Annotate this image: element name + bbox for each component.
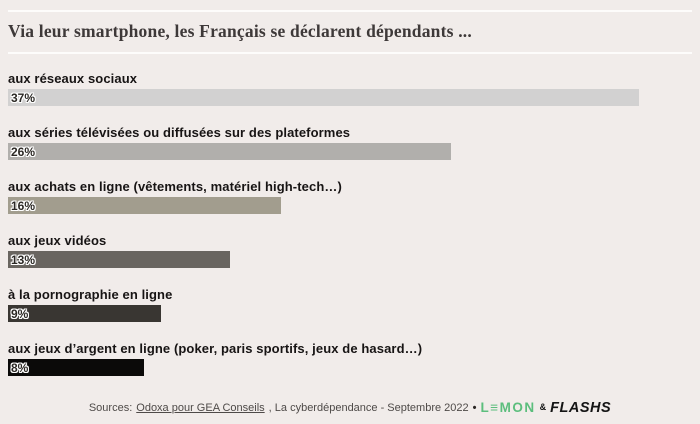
title-divider bbox=[8, 52, 692, 54]
bar-value-label: 9% bbox=[11, 306, 29, 321]
sources-prefix: Sources: bbox=[88, 401, 133, 414]
bar-value-label: 26% bbox=[11, 144, 36, 159]
bar-value-label: 16% bbox=[11, 198, 36, 213]
bar-row: à la pornographie en ligne 9% bbox=[8, 287, 639, 322]
bar-rows: aux réseaux sociaux 37% aux séries télévis… bbox=[8, 71, 639, 376]
bar-row: aux jeux vidéos 13% bbox=[8, 233, 639, 268]
bar: 37% bbox=[8, 89, 639, 106]
bar: 8% bbox=[8, 359, 145, 376]
bar: 16% bbox=[8, 197, 281, 214]
bar-category-label: à la pornographie en ligne bbox=[8, 287, 173, 302]
flashs-logo: FLASHS bbox=[550, 399, 612, 416]
bar-category-label: aux séries télévisées ou diffusées sur d… bbox=[8, 125, 351, 140]
bar-row: aux jeux d’argent en ligne (poker, paris… bbox=[8, 341, 639, 376]
bar-value-label: 13% bbox=[11, 252, 36, 267]
bar-category-label: aux achats en ligne (vêtements, matériel… bbox=[8, 179, 342, 194]
source-suffix: , La cyberdépendance - Septembre 2022 bbox=[268, 401, 469, 414]
ampersand: & bbox=[539, 402, 547, 413]
bar-value-label: 8% bbox=[11, 360, 29, 375]
page-title: Via leur smartphone, les Français se déc… bbox=[8, 21, 472, 41]
bar-row: aux réseaux sociaux 37% bbox=[8, 71, 639, 106]
dot-separator: • bbox=[472, 401, 477, 414]
bar: 13% bbox=[8, 251, 230, 268]
bar-chart: aux réseaux sociaux 37% aux séries télévis… bbox=[8, 71, 639, 376]
bar-value-label: 37% bbox=[11, 90, 36, 105]
lemon-logo: L≡MON bbox=[480, 400, 536, 415]
footer: Sources: Odoxa pour GEA Conseils , La cy… bbox=[0, 399, 700, 416]
source-link[interactable]: Odoxa pour GEA Conseils bbox=[136, 401, 265, 414]
bar-category-label: aux jeux vidéos bbox=[8, 233, 107, 248]
bar: 9% bbox=[8, 305, 162, 322]
bar-row: aux séries télévisées ou diffusées sur d… bbox=[8, 125, 639, 160]
bar-category-label: aux réseaux sociaux bbox=[8, 71, 138, 86]
top-divider bbox=[8, 10, 692, 12]
bar-row: aux achats en ligne (vêtements, matériel… bbox=[8, 179, 639, 214]
bar: 26% bbox=[8, 143, 452, 160]
bar-category-label: aux jeux d’argent en ligne (poker, paris… bbox=[8, 341, 423, 356]
